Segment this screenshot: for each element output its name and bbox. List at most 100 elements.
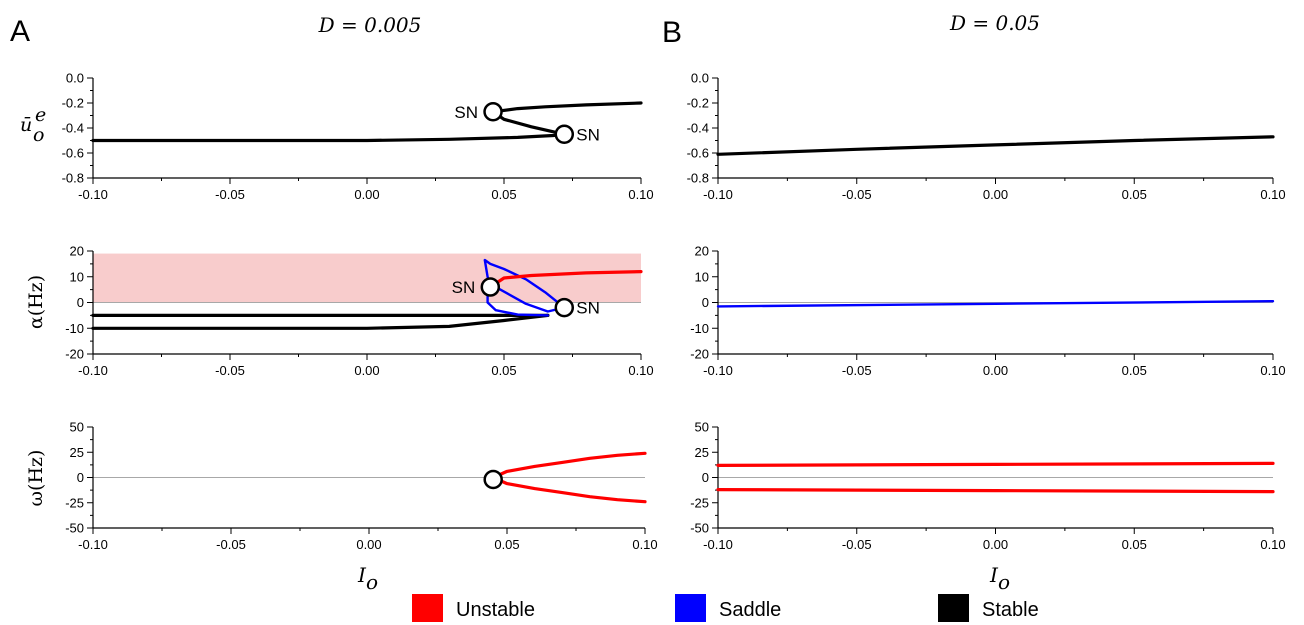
panel-b-alpha: 20 10 0 -10 -20-0.10 -0.05 0.00 0.05 0.10 [690,244,1285,379]
y-tick-label: 0.0 [66,71,84,86]
panel-b-omega: 50 25 0 -25 -50-0.10 -0.05 0.00 0.05 0.10 [690,420,1285,553]
x-tick-label: -0.05 [842,363,872,378]
sn-label: SN [452,278,476,297]
sn-marker [480,277,501,297]
y-tick-label: -0.8 [687,171,709,186]
y-tick-label: 20 [695,244,709,259]
shaded-region [93,253,641,303]
panel-letter-b: B [662,16,682,49]
x-tick-label: 0.00 [356,537,381,552]
xlabel-a: I o [357,563,378,594]
sn-marker [483,469,503,490]
x-tick-label: 0.10 [628,187,653,202]
x-tick-label: 0.00 [983,363,1008,378]
legend-swatch-stable [938,594,969,622]
y-tick-label: 25 [70,445,84,460]
y-tick-label: -20 [690,347,709,362]
y-tick-label: -10 [65,321,84,336]
legend-label-unstable: Unstable [456,599,535,621]
x-tick-label: -0.10 [703,187,733,202]
xlabel-a-main: I [357,563,367,587]
ylabel-omega: ω(Hz) [25,450,47,507]
y-tick-label: -0.2 [62,96,84,111]
y-tick-label: -0.2 [687,96,709,111]
series-line-stable [491,110,566,136]
sn-marker [483,102,503,122]
x-tick-label: -0.05 [216,537,246,552]
series-line-stable [91,132,566,143]
series-line-unstable [491,451,647,480]
x-tick-label: 0.05 [1122,187,1147,202]
y-tick-label: 50 [70,420,84,435]
x-tick-label: 0.00 [983,187,1008,202]
sn-label: SN [576,299,600,318]
x-tick-label: -0.05 [842,537,872,552]
legend-label-stable: Stable [982,599,1039,621]
ylabel-u: ū o e [20,104,46,146]
ylabel-alpha: α(Hz) [25,275,47,329]
xlabel-b-sub: o [998,570,1010,594]
x-tick-label: -0.10 [703,363,733,378]
x-tick-label: 0.05 [491,187,516,202]
sn-marker [554,124,575,144]
series-line-stable [716,135,1275,156]
panel-b-u: 0.0 -0.2 -0.4 -0.6 -0.8-0.10 -0.05 0.00 0.05 0.1… [687,71,1286,203]
y-tick-label: -0.6 [62,146,84,161]
panel-a-alpha: 20 10 0 -10 -20-0.10 -0.05 0.00 0.05 0.10 SN SN [65,244,653,379]
x-tick-label: -0.05 [215,363,245,378]
x-tick-label: 0.10 [1260,363,1285,378]
y-tick-label: -25 [690,495,709,510]
series-line-unstable [716,461,1275,467]
legend-swatch-unstable [412,594,443,622]
series-line-unstable [488,270,643,289]
panel-a-omega: 50 25 0 -25 -50-0.10 -0.05 0.00 0.05 0.10 [65,420,657,553]
sn-label: SN [454,103,478,122]
column-title-a: D = 0.005 [318,13,422,37]
y-tick-label: -50 [690,521,709,536]
x-tick-label: 0.00 [354,187,379,202]
y-tick-label: 10 [695,269,709,284]
x-tick-label: 0.05 [494,537,519,552]
y-tick-label: -0.4 [687,121,709,136]
sn-label: SN [576,125,600,144]
ylabel-u-sub: o [33,124,44,146]
sn-marker [554,297,575,318]
y-tick-label: 50 [695,420,709,435]
y-tick-label: -50 [65,521,84,536]
series-line-unstable [491,475,647,504]
x-tick-label: -0.10 [78,363,108,378]
y-tick-label: 10 [70,269,84,284]
ylabel-u-sup: e [35,104,46,126]
x-tick-label: -0.05 [215,187,245,202]
y-tick-label: 0 [77,295,84,310]
y-tick-label: 25 [695,445,709,460]
series-line-stable [91,313,550,330]
y-tick-label: 0 [702,470,709,485]
series-line-unstable [716,488,1275,494]
x-tick-label: 0.10 [1260,537,1285,552]
x-tick-label: 0.00 [354,363,379,378]
y-tick-label: -10 [690,321,709,336]
legend-swatch-saddle [675,594,706,622]
x-tick-label: 0.00 [983,537,1008,552]
series-line-saddle [483,258,566,309]
x-tick-label: -0.10 [78,187,108,202]
y-tick-label: -0.6 [687,146,709,161]
xlabel-a-sub: o [366,570,378,594]
panel-letter-a: A [10,15,30,48]
y-tick-label: 0.0 [691,71,709,86]
y-tick-label: 0 [77,470,84,485]
series-line-stable [491,101,643,114]
ylabel-u-main: ū [20,114,32,136]
y-tick-label: -0.8 [62,171,84,186]
x-tick-label: 0.05 [1122,537,1147,552]
column-title-b: D = 0.05 [949,11,1040,35]
x-tick-label: 0.05 [1122,363,1147,378]
legend-label-saddle: Saddle [719,599,781,621]
x-tick-label: -0.05 [842,187,872,202]
x-tick-label: -0.10 [78,537,108,552]
legend: Unstable Saddle Stable [412,594,1039,622]
x-tick-label: 0.10 [632,537,657,552]
x-tick-label: -0.10 [703,537,733,552]
